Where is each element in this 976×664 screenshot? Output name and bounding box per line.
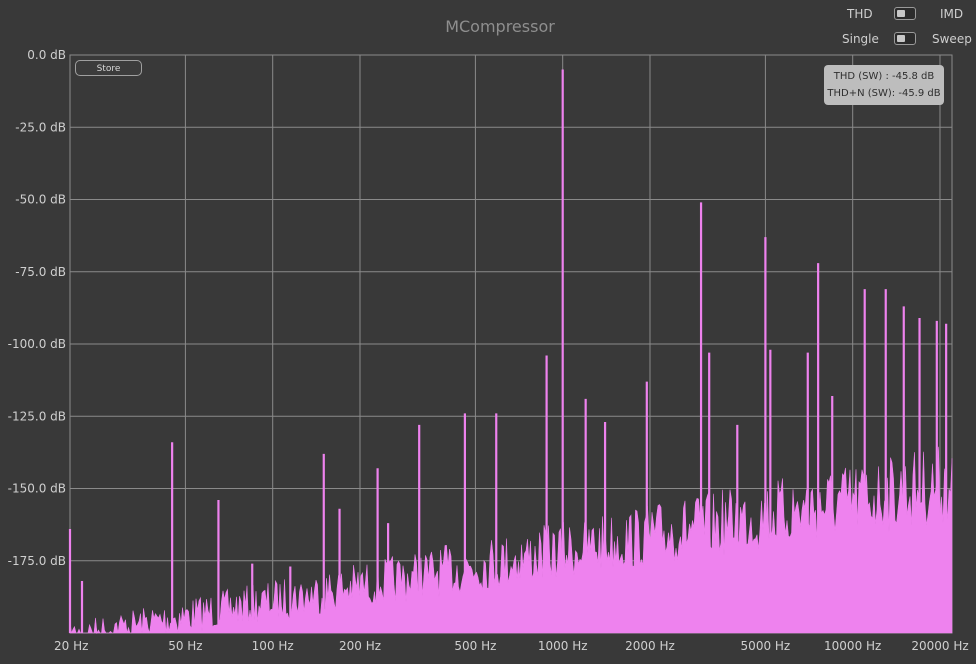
x-tick-label: 500 Hz [454, 639, 496, 653]
x-tick-label: 20000 Hz [911, 639, 968, 653]
toggle-knob [897, 35, 905, 42]
x-tick-label: 1000 Hz [538, 639, 588, 653]
y-tick-label: 0.0 dB [27, 48, 66, 62]
thd-n-readout: THD+N (SW): -45.9 dB [827, 88, 941, 99]
x-tick-label: 200 Hz [339, 639, 381, 653]
single-sweep-toggle[interactable] [894, 32, 916, 45]
y-tick-label: -175.0 dB [8, 554, 66, 568]
y-tick-label: -75.0 dB [15, 265, 66, 279]
noise-floor-area [69, 446, 953, 635]
x-tick-label: 2000 Hz [625, 639, 675, 653]
toggle-knob [897, 10, 905, 17]
y-tick-label: -125.0 dB [8, 409, 66, 423]
app-title: MCompressor [445, 17, 555, 36]
single-label: Single [842, 32, 879, 46]
y-tick-label: -50.0 dB [15, 193, 66, 207]
thd-imd-toggle[interactable] [894, 7, 916, 20]
thd-readout: THD (SW) : -45.8 dB [833, 71, 935, 82]
thd-label: THD [847, 7, 873, 21]
imd-label: IMD [940, 7, 964, 21]
x-tick-label: 20 Hz [54, 639, 88, 653]
y-tick-label: -100.0 dB [8, 337, 66, 351]
store-button[interactable]: Store [75, 60, 142, 76]
y-tick-label: -150.0 dB [8, 482, 66, 496]
sweep-label: Sweep [932, 32, 972, 46]
x-tick-label: 5000 Hz [741, 639, 791, 653]
distortion-readout: THD (SW) : -45.8 dB THD+N (SW): -45.9 dB [824, 65, 944, 105]
x-tick-label: 10000 Hz [824, 639, 881, 653]
x-tick-label: 50 Hz [168, 639, 202, 653]
x-tick-label: 100 Hz [252, 639, 294, 653]
y-tick-label: -25.0 dB [15, 120, 66, 134]
